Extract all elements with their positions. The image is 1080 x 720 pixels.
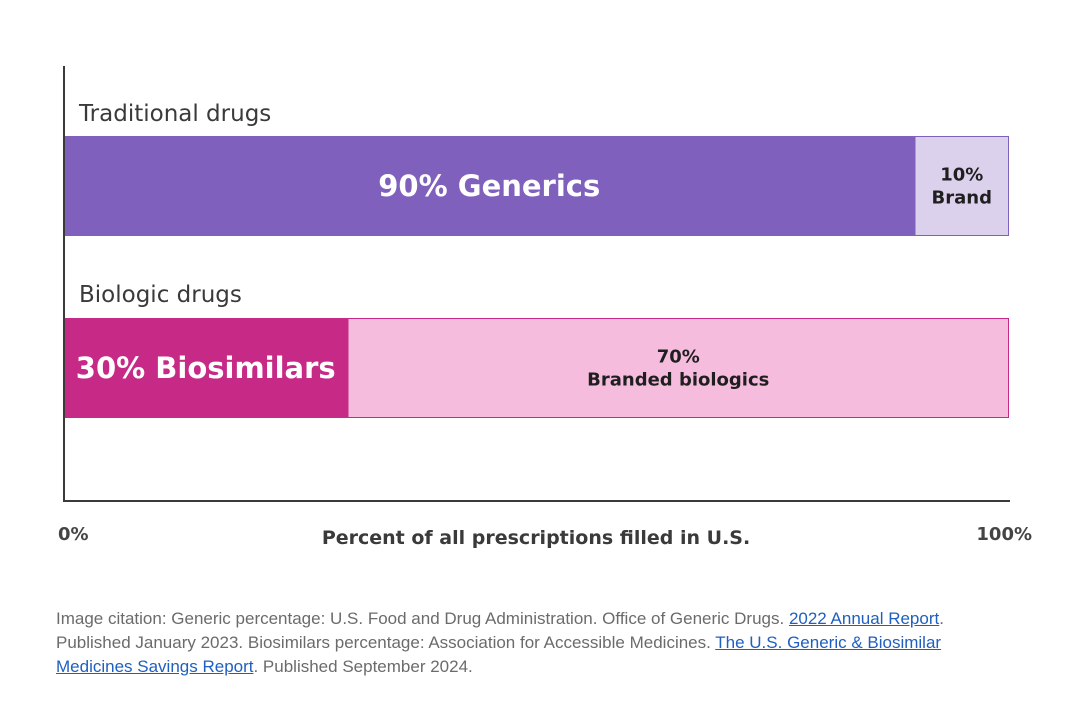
annual-report-link[interactable]: 2022 Annual Report <box>788 609 940 628</box>
image-citation: Image citation: Generic percentage: U.S.… <box>56 607 1016 679</box>
bars-layer: Traditional drugs 90% Generics 10% Brand Bio… <box>64 101 1009 418</box>
x-tick-100: 100% <box>976 524 1032 545</box>
category-label-biologic-drugs: Biologic drugs <box>79 282 242 308</box>
x-tick-0: 0% <box>58 524 89 545</box>
category-label-traditional-drugs: Traditional drugs <box>78 101 271 127</box>
segment-label-brand: 10% Brand <box>932 165 992 209</box>
stacked-bar-chart: Traditional drugs 90% Generics 10% Brand Bio… <box>58 66 1032 549</box>
citation-text-1: Image citation: Generic percentage: U.S.… <box>56 609 789 628</box>
bar-segment-generics <box>64 136 915 236</box>
bar-segment-brand <box>914 136 1009 236</box>
bar-segment-branded-biologics <box>347 318 1009 418</box>
citation-text-3: . Published September 2024. <box>253 657 473 676</box>
segment-label-generics: 90% Generics <box>378 169 600 203</box>
citation-text-2: . Published January 2023. Biosimilars pe… <box>56 609 944 652</box>
segment-label-biosimilars: 30% Biosimilars <box>76 351 336 385</box>
savings-report-link[interactable]: The U.S. Generic & Biosimilar Medicines … <box>56 633 942 676</box>
bar-segment-biosimilars <box>64 318 348 418</box>
segment-label-branded-biologics: 70% Branded biologics <box>587 347 769 391</box>
x-axis-title: Percent of all prescriptions filled in U… <box>322 527 750 549</box>
